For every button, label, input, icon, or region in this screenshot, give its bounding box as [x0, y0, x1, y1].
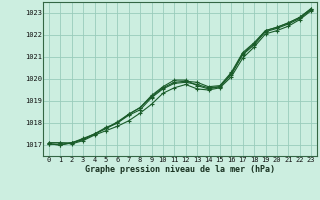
X-axis label: Graphe pression niveau de la mer (hPa): Graphe pression niveau de la mer (hPa) — [85, 165, 275, 174]
